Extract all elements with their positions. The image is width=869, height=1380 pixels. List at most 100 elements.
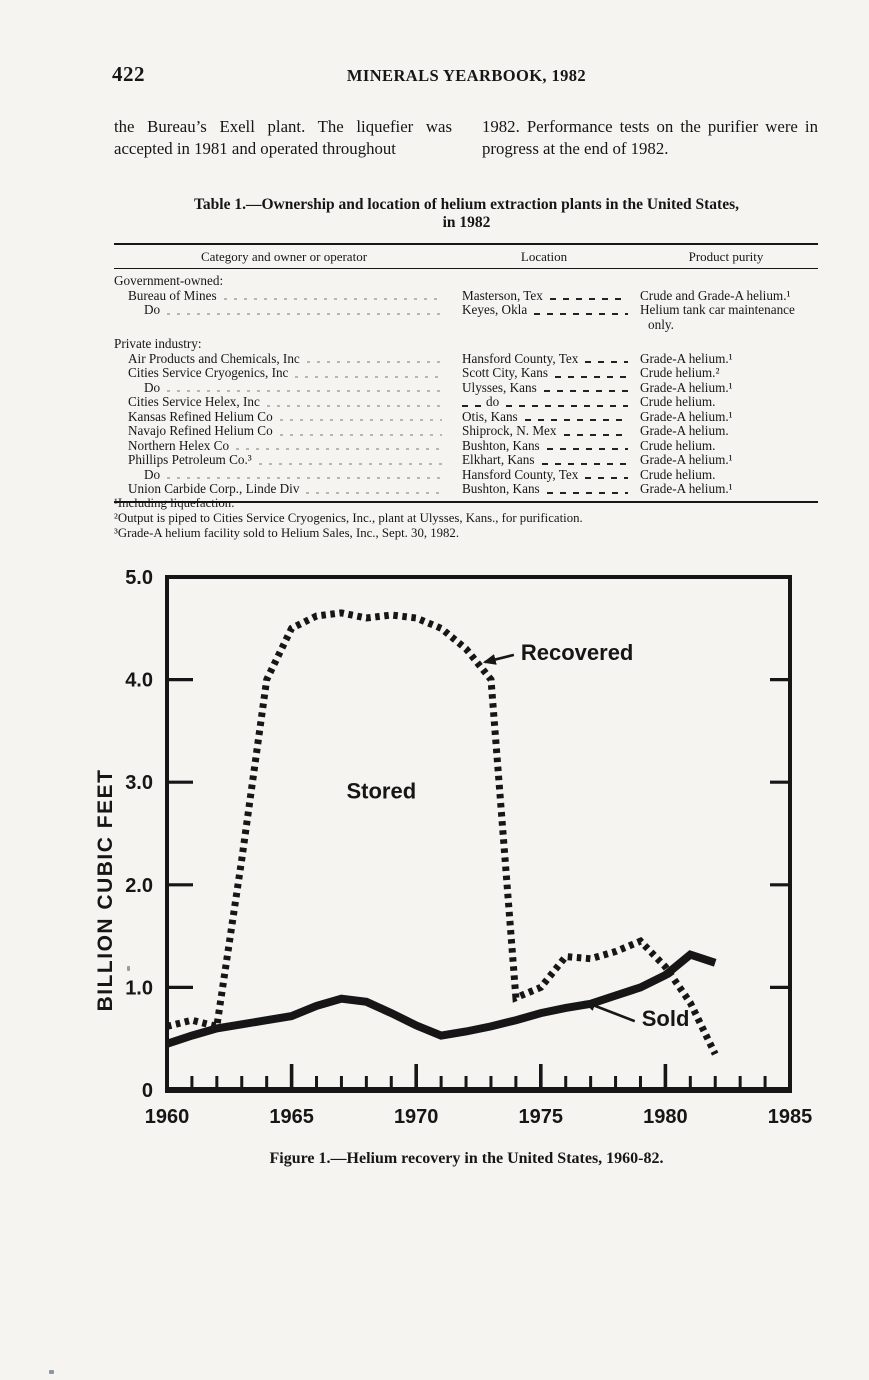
location-text: Hansford County, Tex <box>462 350 579 366</box>
body-text-left-column: the Bureau’s Exell plant. The liquefier … <box>114 117 452 158</box>
table-row: Union Carbide Corp., Linde Div Bushton, K… <box>114 482 818 497</box>
purity-cell: Grade-A helium.¹ <box>640 481 733 497</box>
column-header-owner: Category and owner or operator <box>200 249 368 264</box>
y-tick-label: 1.0 <box>125 977 153 999</box>
y-tick-label: 3.0 <box>125 772 153 794</box>
location-cell: Keyes, Okla <box>454 303 634 318</box>
owner-cell: Bureau of Mines <box>128 287 217 303</box>
dot-leader <box>167 390 442 393</box>
dot-leader <box>167 312 442 315</box>
dot-leader <box>295 375 442 378</box>
location-text: Otis, Kans <box>462 408 518 424</box>
location-cell: Bushton, Kans <box>454 482 634 497</box>
table-footnotes: ¹Including liquefaction. ²Output is piped… <box>114 496 818 541</box>
body-text-right-column: 1982. Performance tests on the purifier … <box>482 117 818 158</box>
dot-leader <box>236 448 442 451</box>
y-tick-label: 5.0 <box>125 567 153 589</box>
table-group-row: Government-owned: <box>114 274 818 289</box>
location-cell: Hansford County, Tex <box>454 350 634 367</box>
dot-leader <box>306 491 442 494</box>
figure-caption: Figure 1.—Helium recovery in the United … <box>269 1150 664 1167</box>
dash-leader <box>585 477 628 480</box>
annotation-label-stored: Stored <box>346 778 416 803</box>
footnote: ²Output is piped to Cities Service Cryog… <box>114 511 583 525</box>
table-title-line2: in 1982 <box>442 213 491 231</box>
table-row: Bureau of Mines Masterson, Tex Crude and G… <box>114 287 818 304</box>
purity-cell: Helium tank car maintenance only. <box>640 302 795 332</box>
owner-cell: Cities Service Helex, Inc <box>128 394 260 410</box>
dash-leader <box>585 361 628 364</box>
dash-leader <box>534 312 628 315</box>
x-tick-label: 1985 <box>768 1106 813 1128</box>
table-header-row: Category and owner or operator Location … <box>114 245 818 268</box>
owner-cell: Cities Service Cryogenics, Inc <box>128 365 289 381</box>
table-bottom-rule <box>114 500 818 503</box>
series-line-recovered <box>166 609 719 1056</box>
owner-cell: Air Products and Chemicals, Inc <box>128 350 300 366</box>
table-row: Cities Service Cryogenics, Inc Scott City… <box>114 366 818 381</box>
table-row: Do Ulysses, Kans Grade-A helium.¹ <box>114 379 818 396</box>
owner-cell: Do <box>144 379 161 395</box>
dot-leader <box>167 477 442 480</box>
location-cell: Shiprock, N. Mex <box>454 424 634 439</box>
purity-cell: Grade-A helium. <box>640 423 729 439</box>
annotation-arrow-recovered <box>482 653 515 665</box>
dash-leader <box>546 491 628 494</box>
dot-leader <box>266 404 442 407</box>
table-row: Do Keyes, Okla Helium tank car maintenance… <box>114 303 818 332</box>
location-text: Ulysses, Kans <box>462 379 537 395</box>
table-body: Government-owned: Bureau of Mines Masterso… <box>114 269 818 501</box>
footnote: ³Grade-A helium facility sold to Helium … <box>114 526 460 540</box>
table-row: Cities Service Helex, Inc do Crude helium. <box>114 395 818 410</box>
location-text: Masterson, Tex <box>462 287 543 303</box>
dot-leader <box>306 361 442 364</box>
owner-cell: Kansas Refined Helium Co <box>128 408 273 424</box>
y-tick-label: 4.0 <box>125 670 153 692</box>
purity-cell: Crude helium. <box>640 466 716 482</box>
location-cell: Scott City, Kans <box>454 366 634 381</box>
purity-cell: Grade-A helium.¹ <box>640 379 733 395</box>
x-tick-label: 1965 <box>269 1106 314 1128</box>
location-text: do <box>486 394 500 410</box>
dot-leader <box>279 433 442 436</box>
y-tick-label: 2.0 <box>125 875 153 897</box>
dot-leader <box>223 298 442 301</box>
table-1: Category and owner or operator Location … <box>114 243 818 503</box>
location-cell: Otis, Kans <box>454 408 634 425</box>
page-number: 422 <box>112 62 145 86</box>
table-row: Navajo Refined Helium Co Shiprock, N. Mex… <box>114 424 818 439</box>
dot-leader <box>279 419 442 422</box>
purity-cell: Grade-A helium.¹ <box>640 408 733 424</box>
location-cell: do <box>454 395 634 410</box>
table-row: Northern Helex Co Bushton, Kans Crude heli… <box>114 437 818 454</box>
dash-leader <box>541 462 628 465</box>
owner-cell: Union Carbide Corp., Linde Div <box>128 481 300 497</box>
figure-1-line-chart: 5.0 4.0 3.0 2.0 1.0 0 1960 1965 1970 1975 1980 1985… <box>94 567 813 1128</box>
location-text: Hansford County, Tex <box>462 466 579 482</box>
dash-leader <box>506 404 628 407</box>
purity-cell: Crude helium. <box>640 437 716 453</box>
x-tick-label: 1980 <box>643 1106 688 1128</box>
scan-speck <box>49 1370 54 1374</box>
annotation-label-recovered: Recovered <box>521 640 634 665</box>
owner-cell: Northern Helex Co <box>128 437 230 453</box>
purity-cell: Crude helium. <box>640 394 716 410</box>
location-cell: Bushton, Kans <box>454 438 634 454</box>
owner-cell: Navajo Refined Helium Co <box>128 423 273 439</box>
purity-cell: Grade-A helium.¹ <box>640 350 733 366</box>
purity-cell: Crude helium.² <box>640 365 720 381</box>
dash-leader <box>549 298 628 301</box>
location-text: Bushton, Kans <box>462 481 540 497</box>
table-title: Table 1.—Ownership and location of heliu… <box>64 196 869 231</box>
y-tick-label: 0 <box>142 1080 153 1102</box>
x-tick-label: 1960 <box>145 1106 190 1128</box>
table-row: Phillips Petroleum Co.³ Elkhart, Kans Grad… <box>114 453 818 468</box>
dot-leader <box>258 462 442 465</box>
table-row: Air Products and Chemicals, Inc Hansford … <box>114 350 818 367</box>
location-text: Shiprock, N. Mex <box>462 423 557 439</box>
table-top-rule <box>114 243 818 245</box>
dash-leader <box>524 419 628 422</box>
location-text: Elkhart, Kans <box>462 452 535 468</box>
owner-cell: Private industry: <box>114 336 202 352</box>
